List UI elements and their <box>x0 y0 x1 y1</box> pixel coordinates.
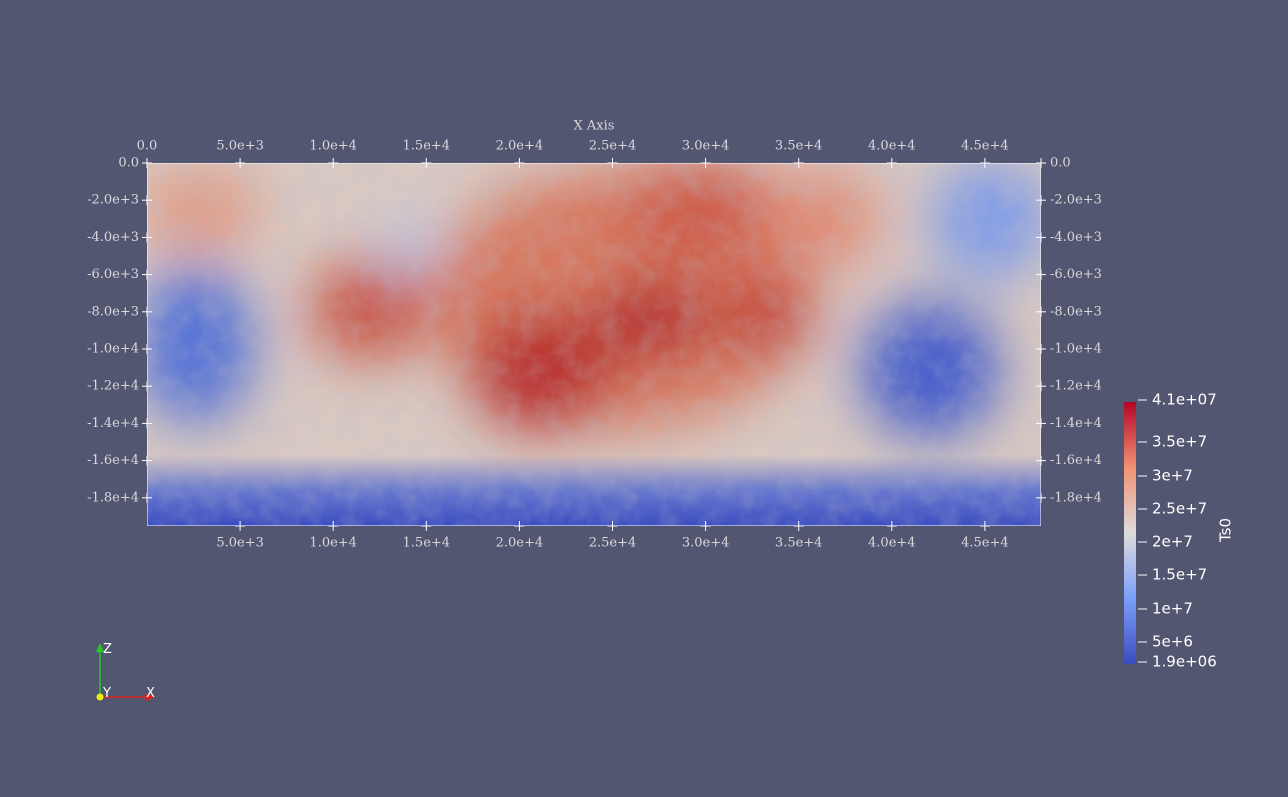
x-tick-label: 4.5e+4 <box>961 139 1009 154</box>
x-tick-label: 5.0e+3 <box>216 536 264 551</box>
y-tick-label: -2.0e+3 <box>1050 193 1102 208</box>
colorbar-label: 1e+7 <box>1152 600 1193 618</box>
x-tick-label: 2.5e+4 <box>589 536 637 551</box>
x-tick-label: 1.5e+4 <box>403 139 451 154</box>
axis-title: X Axis <box>574 119 615 134</box>
y-tick-label: 0.0 <box>1050 156 1071 171</box>
y-tick-label: -1.6e+4 <box>1050 453 1102 468</box>
x-tick-label: 3.0e+4 <box>682 139 730 154</box>
y-tick-label: -2.0e+3 <box>87 193 139 208</box>
y-tick-label: -1.4e+4 <box>87 416 139 431</box>
x-tick-label: 2.0e+4 <box>496 536 544 551</box>
x-tick-label: 5.0e+3 <box>216 139 264 154</box>
colorbar-label: 2e+7 <box>1152 533 1193 551</box>
x-tick-label: 1.0e+4 <box>309 139 357 154</box>
field <box>147 163 1041 526</box>
colorbar-label: 3e+7 <box>1152 467 1193 485</box>
colorbar-label: 1.9e+06 <box>1152 653 1217 671</box>
y-tick-label: -1.6e+4 <box>87 453 139 468</box>
x-tick-label: 1.0e+4 <box>309 536 357 551</box>
x-tick-label: 3.0e+4 <box>682 536 730 551</box>
y-tick-label: -8.0e+3 <box>1050 304 1102 319</box>
colorbar-label: 5e+6 <box>1152 633 1193 651</box>
axis-label-y: Y <box>102 686 111 701</box>
colorbar-label: 4.1e+07 <box>1152 391 1217 409</box>
colorbar-title: Ts0 <box>1217 518 1235 543</box>
axis-label-z: Z <box>103 642 112 657</box>
colorbar <box>1124 402 1136 664</box>
x-tick-label: 4.0e+4 <box>868 536 916 551</box>
y-tick-label: -1.8e+4 <box>87 490 139 505</box>
y-tick-label: -1.2e+4 <box>87 379 139 394</box>
y-tick-label: -6.0e+3 <box>1050 267 1102 282</box>
orientation-axes: Z Y X <box>96 642 155 701</box>
x-tick-label: 3.5e+4 <box>775 139 823 154</box>
x-tick-label: 4.0e+4 <box>868 139 916 154</box>
colorbar-label: 2.5e+7 <box>1152 500 1207 518</box>
x-tick-label: 2.5e+4 <box>589 139 637 154</box>
x-tick-label: 2.0e+4 <box>496 139 544 154</box>
y-tick-label: -8.0e+3 <box>87 304 139 319</box>
y-tick-label: -4.0e+3 <box>1050 230 1102 245</box>
x-tick-label: 3.5e+4 <box>775 536 823 551</box>
colorbar-label: 3.5e+7 <box>1152 433 1207 451</box>
x-tick-label: 0.0 <box>137 139 158 154</box>
y-tick-label: -1.0e+4 <box>1050 342 1102 357</box>
y-tick-label: -1.8e+4 <box>1050 490 1102 505</box>
x-tick-label: 1.5e+4 <box>403 536 451 551</box>
y-tick-label: -1.4e+4 <box>1050 416 1102 431</box>
colorbar-label: 1.5e+7 <box>1152 566 1207 584</box>
x-tick-label: 4.5e+4 <box>961 536 1009 551</box>
y-tick-label: -1.2e+4 <box>1050 379 1102 394</box>
y-tick-label: -1.0e+4 <box>87 342 139 357</box>
y-tick-label: -6.0e+3 <box>87 267 139 282</box>
y-tick-label: -4.0e+3 <box>87 230 139 245</box>
y-tick-label: 0.0 <box>118 156 139 171</box>
axis-label-x: X <box>146 686 155 701</box>
